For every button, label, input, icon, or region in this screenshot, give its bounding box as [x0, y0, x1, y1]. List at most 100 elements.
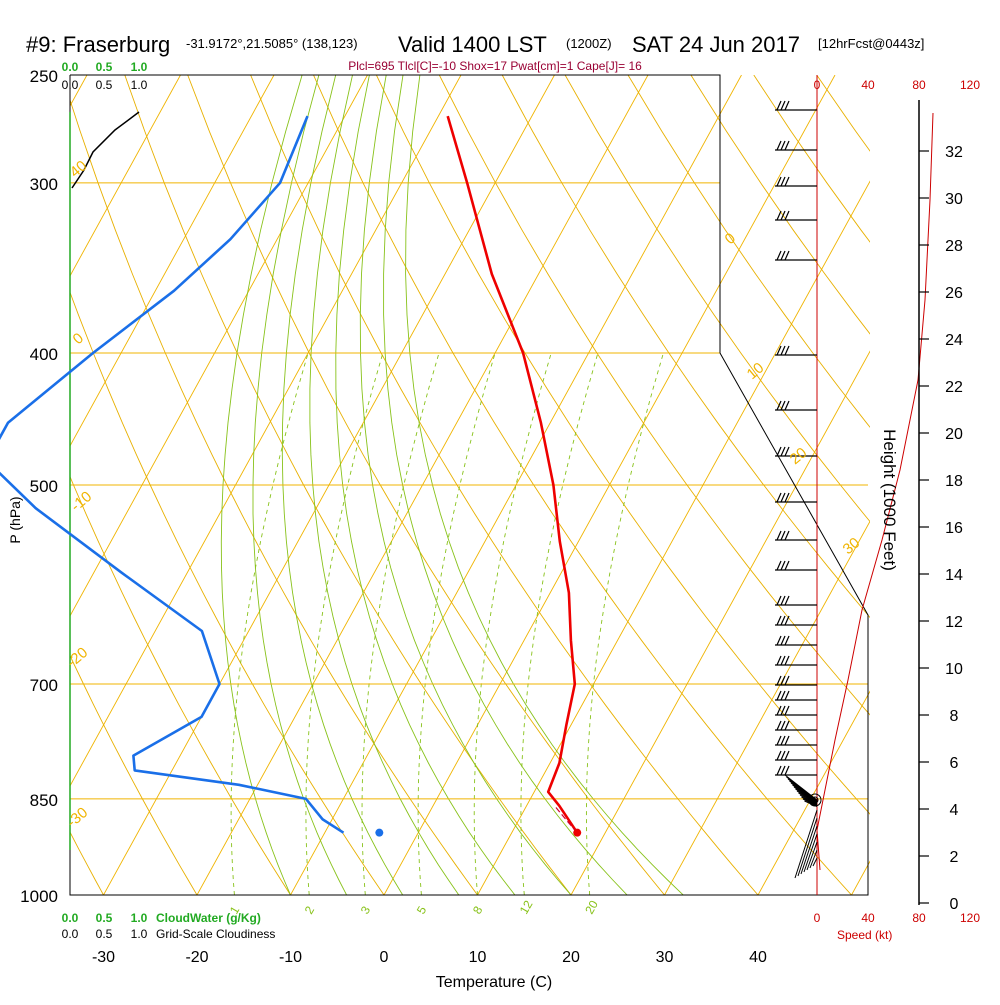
- wind-barb-flag: [777, 736, 781, 745]
- cloudiness-bottom-tick: 1.0: [131, 927, 148, 941]
- mixing-ratio-label: 12: [517, 898, 536, 917]
- mixing-ratio-line: [474, 353, 551, 895]
- wind-barb-flag: [777, 447, 781, 456]
- speed-bottom-tick: 120: [960, 911, 980, 925]
- cloudiness-label: Grid-Scale Cloudiness: [156, 927, 275, 941]
- height-tick-label: 32: [945, 144, 963, 161]
- wind-barb-flag: [777, 251, 781, 260]
- indices-line: Plcl=695 Tlcl[C]=-10 Shox=17 Pwat[cm]=1 …: [348, 59, 642, 73]
- mixing-ratio-label: 2: [302, 903, 318, 916]
- cloudiness-top-tick: 1.0: [131, 78, 148, 92]
- height-tick-label: 0: [950, 896, 959, 913]
- wind-barb-flag: [777, 766, 781, 775]
- dewpoint-profile: [0, 116, 344, 833]
- wind-barb-flag: [785, 636, 789, 645]
- wind-barb-flag: [777, 101, 781, 110]
- parcel-line: [555, 806, 578, 833]
- wind-barbs: [775, 101, 817, 878]
- wind-barb-flag: [785, 211, 789, 220]
- wind-barb-flag: [777, 493, 781, 502]
- height-tick-label: 2: [950, 849, 959, 866]
- cloud-top-tick: 1.0: [131, 60, 148, 74]
- pressure-tick-label: 300: [30, 175, 58, 194]
- valid-date: SAT 24 Jun 2017: [632, 32, 800, 57]
- wind-barb-flag: [781, 401, 785, 410]
- wind-barb-flag: [785, 346, 789, 355]
- cloudiness-top-tick: 0.0: [62, 78, 79, 92]
- height-tick-label: 4: [950, 802, 959, 819]
- temperature-tick-label: 0: [380, 949, 389, 966]
- height-tick-label: 10: [945, 661, 963, 678]
- height-tick-label: 28: [945, 238, 963, 255]
- wind-barb: [775, 751, 817, 760]
- wind-barb-flag: [781, 736, 785, 745]
- pressure-tick-label: 700: [30, 676, 58, 695]
- temperature-profile: [448, 116, 578, 833]
- wind-barb: [775, 736, 817, 745]
- height-tick-label: 26: [945, 285, 963, 302]
- cloudwater-label: CloudWater (g/Kg): [156, 911, 261, 925]
- station-title: #9: Fraserburg: [26, 32, 170, 57]
- wind-barb: [775, 656, 817, 665]
- speed-bottom-tick: 80: [912, 911, 926, 925]
- wind-barb-flag: [781, 177, 785, 186]
- x-axis-label: Temperature (C): [436, 974, 552, 991]
- isotherm-label: -10: [68, 488, 96, 515]
- wind-barb-flag: [785, 616, 789, 625]
- wind-barb-flag: [781, 636, 785, 645]
- cloud-top-tick: 0.0: [62, 60, 79, 74]
- wind-barb-flag: [781, 531, 785, 540]
- wind-barb: [775, 251, 817, 260]
- mixing-ratio-line: [231, 353, 308, 895]
- height-tick-label: 12: [945, 614, 963, 631]
- cloud-top-tick: 0.5: [96, 60, 113, 74]
- temperature-tick-label: 10: [469, 949, 487, 966]
- speed-top-tick: 80: [912, 78, 926, 92]
- wind-barb-flag: [785, 736, 789, 745]
- height-tick-label: 22: [945, 379, 963, 396]
- wind-barb-flag: [781, 751, 785, 760]
- isotherm-label: -30: [64, 804, 92, 831]
- wind-barb-flag: [777, 636, 781, 645]
- mixing-ratio-label: 8: [470, 903, 486, 916]
- wind-barb-flag: [785, 706, 789, 715]
- surface-temp-dot: [573, 829, 581, 837]
- speed-top-tick: 0: [814, 78, 821, 92]
- wind-barb: [775, 177, 817, 186]
- wind-barb-flag: [781, 447, 785, 456]
- wind-barb-flag: [777, 721, 781, 730]
- surface-dewpoint-dot: [375, 829, 383, 837]
- wind-barb-flag: [781, 101, 785, 110]
- wind-barb-flag: [777, 401, 781, 410]
- wind-barb-flag: [777, 751, 781, 760]
- wind-barb-flag: [785, 561, 789, 570]
- temperature-tick-label: 30: [656, 949, 674, 966]
- station-coords: -31.9172°,21.5085° (138,123): [186, 36, 358, 51]
- wind-barb-flag: [781, 493, 785, 502]
- wind-barb-flag: [781, 596, 785, 605]
- wind-barb: [775, 101, 817, 110]
- wind-barb-flag: [781, 766, 785, 775]
- cloudiness-top-tick: 0.5: [96, 78, 113, 92]
- dry-adiabat: [0, 75, 10, 895]
- isotherm-label: -20: [64, 644, 92, 671]
- mixing-ratio-label: 20: [582, 898, 601, 917]
- wind-barb: [775, 531, 817, 540]
- wind-barb-flag: [777, 596, 781, 605]
- mixing-ratio-label: 5: [414, 903, 430, 916]
- wind-barb-flag: [777, 177, 781, 186]
- wind-barb: [775, 561, 817, 570]
- pressure-tick-label: 500: [30, 477, 58, 496]
- forecast-info: [12hrFcst@0443z]: [818, 36, 924, 51]
- wind-barb-flag: [785, 101, 789, 110]
- wind-barb: [775, 636, 817, 645]
- mixing-ratio-label: 3: [358, 903, 374, 916]
- wind-barb-flag: [777, 691, 781, 700]
- cloud-bottom-tick: 0.0: [62, 911, 79, 925]
- temperature-tick-label: 20: [562, 949, 580, 966]
- height-tick-label: 16: [945, 520, 963, 537]
- wind-barb-flag: [781, 691, 785, 700]
- isotherm-label: 20: [787, 444, 811, 468]
